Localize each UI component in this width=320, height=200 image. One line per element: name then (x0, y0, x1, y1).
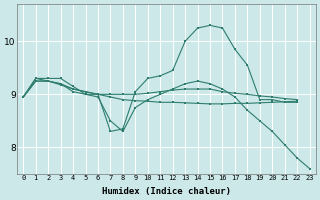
X-axis label: Humidex (Indice chaleur): Humidex (Indice chaleur) (102, 187, 231, 196)
